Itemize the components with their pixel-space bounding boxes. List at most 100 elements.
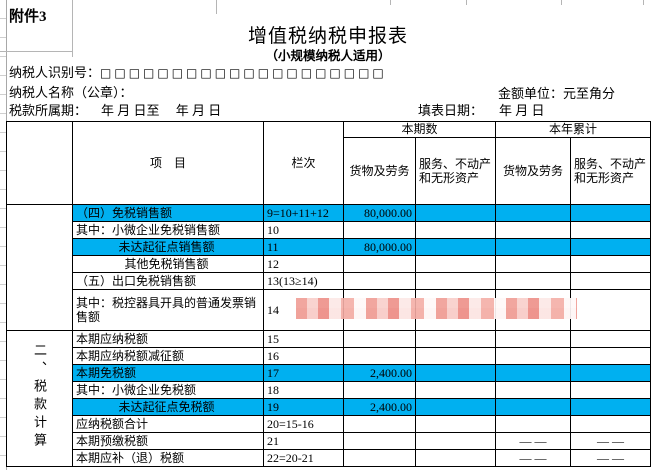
taxpayer-id-label: 纳税人识别号： [9, 65, 101, 80]
col-header-goods-services-2: 货物及劳务 [495, 137, 572, 205]
excel-gridline [216, 0, 217, 14]
taxpayer-id-line: 纳税人识别号：□□□□□□□□□□□□□□□□□□□□ [9, 62, 387, 81]
table-row-19: 未达起征点免税额 19 2,400.00 [7, 398, 652, 416]
cell-ytd-goods[interactable] [495, 330, 572, 348]
table-row-9: （四）免税销售额 9=10+11+12 80,000.00 [6, 204, 652, 331]
cell-current-goods[interactable]: 2,400.00 [343, 364, 416, 382]
cell-current-services[interactable] [414, 204, 497, 222]
row-column-no: 22=20-21 [263, 449, 344, 467]
cell-ytd-services[interactable] [570, 364, 652, 382]
cell-current-services[interactable] [414, 238, 497, 256]
excel-gridline [466, 0, 467, 5]
excel-gridline [72, 0, 73, 57]
cell-ytd-services[interactable] [570, 238, 652, 256]
cell-ytd-services[interactable] [570, 415, 652, 433]
cell-ytd-goods[interactable] [495, 398, 572, 416]
cell-current-goods[interactable]: 2,400.00 [343, 398, 416, 416]
cell-current-services[interactable] [414, 432, 497, 450]
row-label: 本期应纳税额 [72, 330, 264, 348]
cell-ytd-goods[interactable] [495, 221, 572, 239]
cell-current-services[interactable] [414, 415, 497, 433]
tax-period-value[interactable]: 年 月 日至 年 月 日 [101, 103, 222, 118]
row-column-no: 9=10+11+12 [263, 204, 344, 222]
row-label: 应纳税额合计 [72, 415, 264, 433]
fill-date-line: 填表日期： 年 月 日 [418, 100, 545, 119]
table-row-18: 其中：小微企业免税额 18 [7, 381, 652, 399]
table-row-20: 应纳税额合计 20=15-16 [7, 415, 652, 433]
row-column-no: 16 [263, 347, 344, 365]
cell-ytd-services[interactable] [570, 381, 652, 399]
fill-date-label: 填表日期： [418, 103, 484, 118]
cell-ytd-services[interactable] [570, 398, 652, 416]
cell-current-services[interactable] [414, 272, 497, 290]
taxpayer-name-label[interactable]: 纳税人名称（公章）： [9, 85, 133, 100]
attachment-label: 附件3 [9, 9, 47, 25]
section-header-cell [6, 121, 73, 205]
cell-current-goods[interactable] [343, 381, 416, 399]
taxpayer-name-line: 纳税人名称（公章）： [9, 82, 133, 101]
cell-current-goods[interactable] [343, 221, 416, 239]
cell-current-goods[interactable]: 80,000.00 [343, 238, 416, 256]
row-label: 本期预缴税额 [72, 432, 264, 450]
cell-ytd-goods[interactable] [495, 381, 572, 399]
col-header-column-no: 栏次 [263, 121, 344, 205]
row-column-no: 20=15-16 [263, 415, 344, 433]
header-row-subcolumns: 货物及劳务 服务、不动产和无形资产 货物及劳务 服务、不动产和无形资产 [7, 137, 652, 205]
vat-return-table: 项 目 栏次 本期数 本年累计 货物及劳务 服务、不动产和无形资产 货物及劳务 … [6, 121, 652, 467]
cell-current-services[interactable] [414, 398, 497, 416]
cell-current-goods[interactable] [343, 415, 416, 433]
cell-ytd-goods[interactable] [495, 364, 572, 382]
table-row-15: 二、税款计算 本期应纳税额 15 [6, 330, 652, 467]
cell-ytd-services[interactable] [570, 221, 652, 239]
form-subtitle: （小规模纳税人适用） [265, 49, 391, 63]
fill-date-value[interactable]: 年 月 日 [499, 103, 545, 118]
cell-ytd-services[interactable] [570, 289, 652, 331]
cell-ytd-goods[interactable] [495, 238, 572, 256]
cell-ytd-services[interactable] [570, 330, 652, 348]
table-row-13: （五）出口免税销售额 13(13≥14) [7, 272, 652, 290]
cell-ytd-services[interactable] [570, 272, 652, 290]
cell-current-goods[interactable] [343, 432, 416, 450]
cell-current-goods[interactable] [343, 330, 416, 348]
row-label: 本期应补（退）税额 [72, 449, 264, 467]
table-row-12: 其他免税销售额 12 [7, 255, 652, 273]
col-header-current-period: 本期数 [342, 121, 497, 138]
cell-current-services[interactable] [414, 381, 497, 399]
cell-current-services[interactable] [414, 449, 497, 467]
cell-ytd-goods[interactable]: — — [495, 432, 572, 450]
cell-ytd-goods[interactable] [495, 255, 572, 273]
cell-current-services[interactable] [414, 255, 497, 273]
section-2-cell: 二、税款计算 [6, 330, 73, 467]
cell-ytd-goods[interactable]: — — [495, 449, 572, 467]
cell-current-services[interactable] [414, 330, 497, 348]
cell-current-services[interactable] [414, 364, 497, 382]
row-label: 其中：小微企业免税额 [72, 381, 264, 399]
cell-ytd-goods[interactable] [495, 272, 572, 290]
taxpayer-id-boxes[interactable]: □□□□□□□□□□□□□□□□□□□□ [100, 66, 387, 80]
cell-ytd-goods[interactable] [495, 415, 572, 433]
cell-current-goods[interactable]: 80,000.00 [343, 204, 416, 222]
excel-gridline [643, 0, 644, 5]
cell-ytd-services[interactable] [570, 255, 652, 273]
table-row-17: 本期免税额 17 2,400.00 [7, 364, 652, 382]
cell-current-services[interactable] [414, 221, 497, 239]
row-column-no: 17 [263, 364, 344, 382]
cell-current-goods[interactable] [343, 272, 416, 290]
cell-ytd-goods[interactable] [495, 204, 572, 222]
cell-current-goods[interactable] [343, 255, 416, 273]
table-row-11: 未达起征点销售额 11 80,000.00 [7, 238, 652, 256]
row-label: （五）出口免税销售额 [72, 272, 264, 290]
cell-ytd-services[interactable]: — — [570, 449, 652, 467]
cell-current-services[interactable] [414, 347, 497, 365]
row-column-no: 15 [263, 330, 344, 348]
tax-period-line: 税款所属期： 年 月 日至 年 月 日 [9, 100, 221, 119]
cell-ytd-services[interactable] [570, 347, 652, 365]
cell-ytd-services[interactable] [570, 204, 652, 222]
row-column-no: 21 [263, 432, 344, 450]
table-row-21: 本期预缴税额 21 — — — — [7, 432, 652, 450]
cell-current-goods[interactable] [343, 449, 416, 467]
cell-ytd-goods[interactable] [495, 347, 572, 365]
cell-current-goods[interactable] [343, 347, 416, 365]
row-label: 其中：小微企业免税销售额 [72, 221, 264, 239]
cell-ytd-services[interactable]: — — [570, 432, 652, 450]
